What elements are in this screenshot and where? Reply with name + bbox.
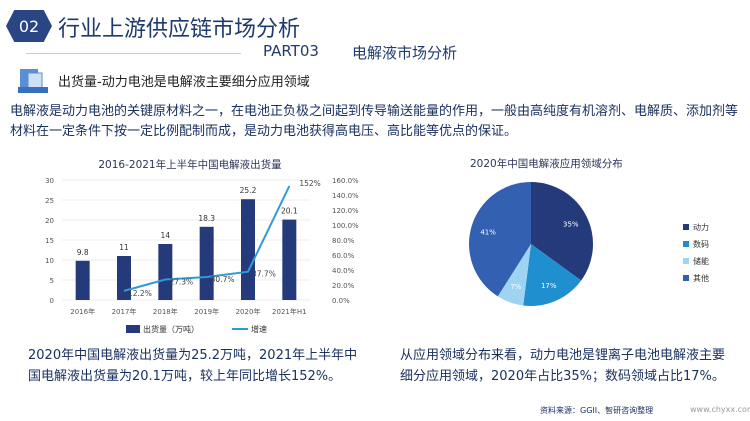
website: www.chyxx.com (690, 405, 750, 414)
y-tick-label: 20 (45, 217, 54, 225)
page-title: 行业上游供应链市场分析 (58, 17, 301, 42)
legend-label: 动力 (693, 222, 709, 232)
part-label: PART03 (263, 42, 319, 60)
x-tick-label: 2018年 (153, 307, 178, 316)
bar-chart-title: 2016-2021年上半年中国电解液出货量 (98, 159, 282, 171)
bar-data-label: 25.2 (240, 186, 257, 195)
legend-bar-swatch (126, 325, 140, 333)
bar-data-label: 20.1 (281, 207, 298, 216)
x-tick-label: 2021年H1 (272, 307, 307, 316)
summary-left: 2020年中国电解液出货量为25.2万吨，2021年上半年中国电解液出货量为20… (28, 348, 358, 384)
y2-tick-label: 120.0% (332, 207, 359, 215)
x-tick-label: 2019年 (194, 307, 219, 316)
y-tick-label: 5 (50, 277, 54, 285)
bar (282, 219, 297, 300)
legend-swatch (683, 224, 689, 230)
bar-data-label: 14 (161, 231, 171, 240)
y2-tick-label: 60.0% (332, 252, 355, 260)
line-data-label: 12.2% (128, 289, 152, 298)
bar (75, 260, 90, 300)
pie-slice (523, 244, 582, 306)
bar-data-label: 9.8 (77, 248, 89, 257)
legend-label: 数码 (693, 239, 709, 249)
legend-swatch (683, 258, 689, 264)
pie-slice (497, 244, 531, 306)
section-number-badge: 02 (6, 10, 52, 42)
summary-right: 从应用领域分布来看，动力电池是锂离子电池电解液主要细分应用领域，2020年占比3… (400, 348, 726, 384)
legend-swatch (683, 275, 689, 281)
divider (26, 53, 241, 54)
y-tick-label: 15 (45, 237, 54, 245)
pie-chart-title: 2020年中国电解液应用领域分布 (470, 158, 623, 170)
x-tick-label: 2020年 (236, 307, 261, 316)
y2-tick-label: 0.0% (332, 297, 350, 305)
legend-line-label: 增速 (251, 324, 267, 334)
y2-tick-label: 40.0% (332, 267, 355, 275)
line-data-label: 152% (299, 179, 320, 188)
bar-data-label: 18.3 (198, 214, 215, 223)
line-data-label: 27.3% (169, 278, 193, 287)
y2-tick-label: 100.0% (332, 222, 359, 230)
bar-line-chart: 0 5 10 15 20 25 30 0.0% 20.0% 40.0% 60.0% 80.0% 100.… (45, 177, 359, 334)
legend-label: 其他 (693, 273, 709, 283)
source-note: 资料来源：GGII、智研咨询整理 (540, 406, 654, 415)
y-tick-label: 25 (45, 197, 54, 205)
y2-tick-label: 160.0% (332, 177, 359, 185)
pie-data-label: 35% (563, 221, 579, 229)
slide-subtitle: 出货量-动力电池是电解液主要细分应用领域 (58, 75, 310, 90)
pie-data-label: 7% (510, 283, 521, 291)
pie-slice (531, 182, 593, 281)
growth-line (123, 185, 291, 292)
pie-data-label: 17% (541, 282, 557, 290)
x-tick-label: 2016年 (70, 307, 95, 316)
pie-data-label: 41% (480, 229, 496, 237)
document-icon (18, 69, 48, 93)
line-data-label: 37.7% (252, 270, 276, 279)
y-tick-label: 30 (45, 177, 54, 185)
intro-paragraph: 电解液是动力电池的关键原材料之一，在电池正负极之间起到传导输送能量的作用，一般由… (10, 104, 739, 139)
pie-slice (469, 182, 531, 297)
bar-data-label: 11 (119, 243, 129, 252)
legend-bar-label: 出货量（万吨） (143, 324, 199, 334)
y2-tick-label: 140.0% (332, 192, 359, 200)
legend-swatch (683, 241, 689, 247)
x-tick-label: 2017年 (112, 307, 137, 316)
legend-label: 储能 (693, 256, 709, 266)
y2-tick-label: 20.0% (332, 282, 355, 290)
bar (158, 244, 173, 300)
pie-chart: 35% 动力 17% 数码 7% 储能 41% 其他 (469, 182, 709, 306)
bar (241, 199, 255, 300)
bar (199, 226, 214, 300)
y-tick-label: 0 (50, 297, 54, 305)
y-tick-label: 10 (45, 257, 54, 265)
section-title: 电解液市场分析 (352, 44, 458, 62)
y2-tick-label: 80.0% (332, 237, 355, 245)
line-data-label: 30.7% (211, 275, 235, 284)
